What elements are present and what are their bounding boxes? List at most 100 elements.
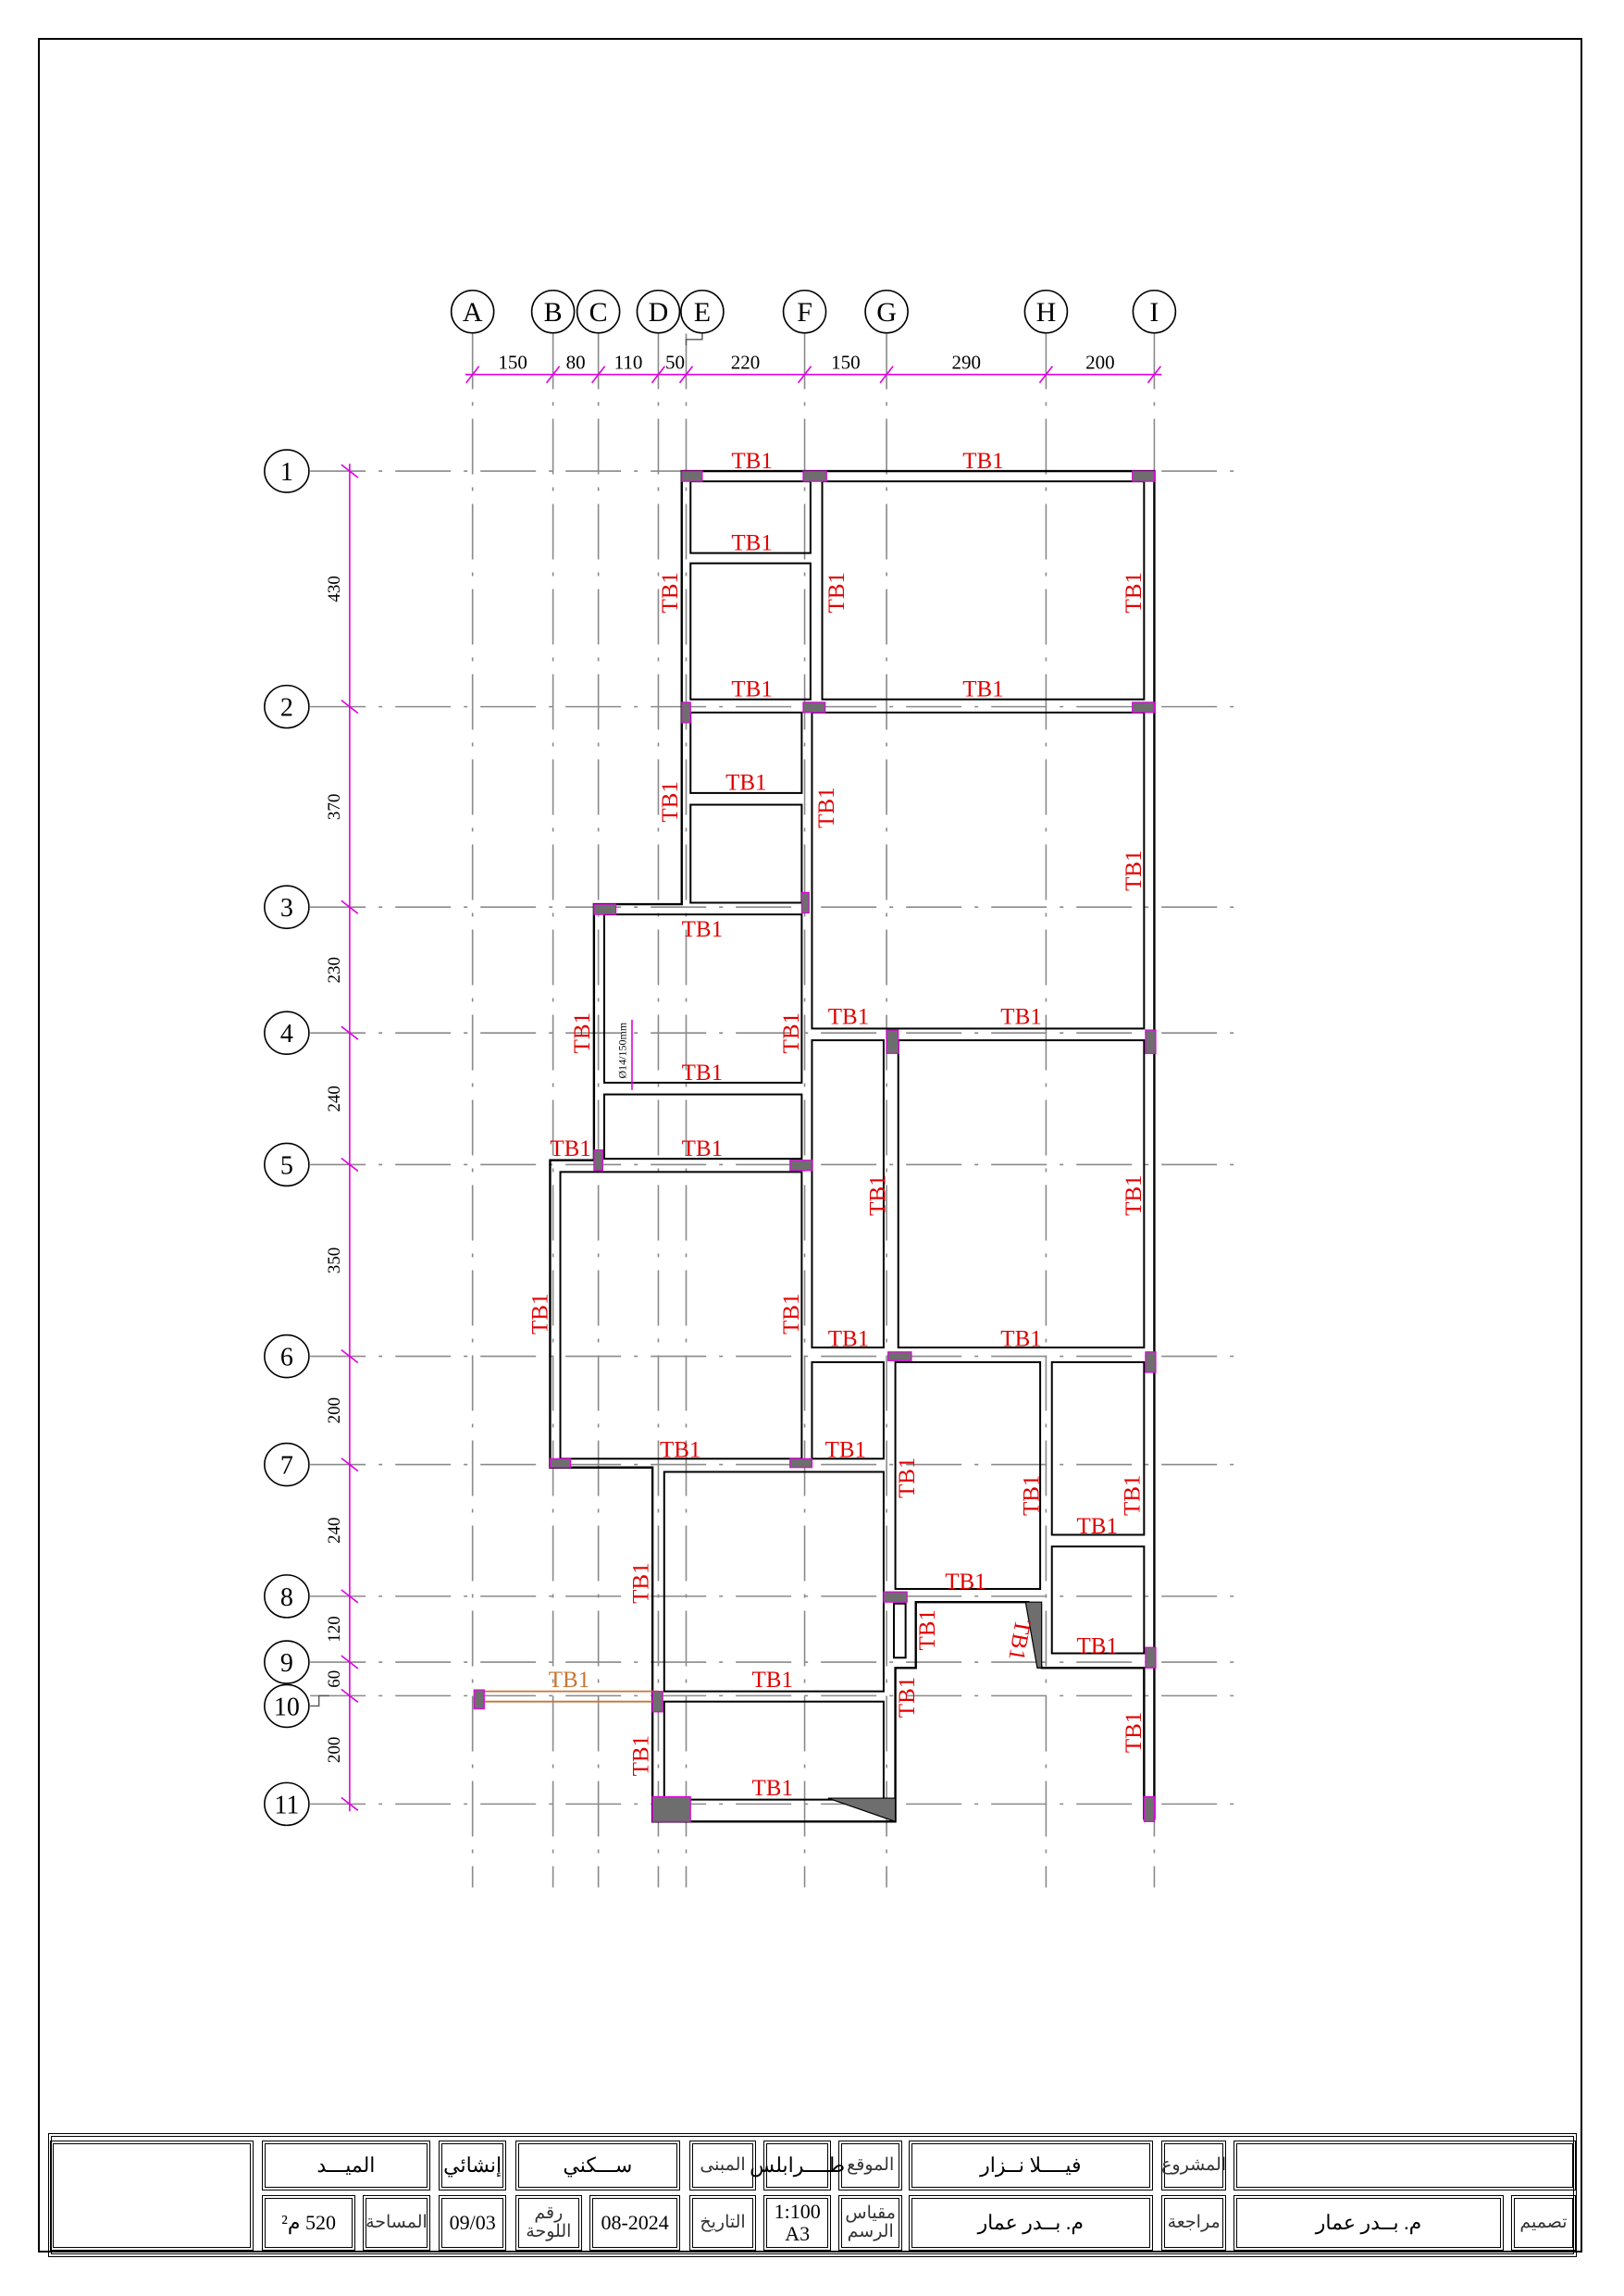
beam-label: TB1 (895, 1458, 920, 1498)
review-label: مراجعة (1161, 2194, 1226, 2251)
dimension-tick (341, 1348, 359, 1364)
discipline-value: إنشائي (439, 2141, 507, 2191)
cantilever-beam-label: TB1 (549, 1668, 589, 1693)
bubble-leader (310, 1694, 329, 1707)
dimension-tick (341, 900, 359, 914)
scale-value: 1:100 A3 (763, 2194, 831, 2251)
column (886, 1029, 899, 1054)
grid-bubble-5 (264, 1142, 310, 1187)
grid-bubble-8 (264, 1574, 310, 1619)
grid-bubble-3 (264, 885, 310, 930)
grid-label: I (1149, 297, 1159, 328)
dimension-tick (341, 699, 359, 714)
grid-bubble-I (1132, 289, 1177, 334)
beam-label: TB1 (550, 1136, 590, 1161)
beam-label: TB1 (866, 1174, 891, 1215)
building-value: ســـكني (514, 2141, 681, 2191)
column (1145, 1646, 1157, 1669)
grid-bubble-7 (264, 1442, 310, 1487)
column-slanted (1024, 1601, 1043, 1669)
beam-label: TB1 (945, 1570, 986, 1595)
dimension-tick (341, 1157, 359, 1173)
grid-label: 6 (280, 1344, 293, 1372)
beam-label: TB1 (1122, 850, 1147, 890)
grid-label: E (694, 297, 711, 328)
slab-panel (663, 1471, 885, 1693)
column-slanted (827, 1797, 897, 1823)
beam-label: TB1 (814, 787, 839, 827)
grid-label: 5 (280, 1151, 293, 1180)
beam-label: TB1 (658, 781, 683, 822)
column (789, 1458, 813, 1469)
beam-label: TB1 (825, 1438, 866, 1463)
dimension-label: 220 (731, 351, 761, 373)
beam-label: TB1 (915, 1609, 940, 1650)
dimension-tick (545, 366, 561, 384)
beam-label: TB1 (731, 677, 772, 702)
beam-label: TB1 (628, 1562, 653, 1603)
column (593, 1149, 603, 1172)
dimension-label: 150 (831, 351, 861, 373)
grid-label: F (797, 297, 812, 328)
grid-label: 4 (280, 1020, 293, 1049)
beam-label: TB1 (1020, 1475, 1045, 1516)
grid-label: 7 (280, 1452, 293, 1481)
beam-label: TB1 (779, 1294, 804, 1334)
beam-label: TB1 (1077, 1514, 1118, 1539)
building-label: المبنى (688, 2141, 757, 2191)
beam-label: TB1 (828, 1005, 869, 1030)
dimension-label: 350 (325, 1247, 344, 1274)
column (651, 1795, 691, 1822)
slab-panel (821, 480, 1146, 701)
beam-label: TB1 (660, 1438, 700, 1463)
slab-panel (689, 562, 812, 701)
paper-value: A3 (785, 2221, 811, 2245)
grid-label: H (1036, 297, 1057, 328)
dimension-label: 200 (1085, 351, 1115, 373)
column (1145, 1351, 1157, 1373)
beam-label: TB1 (779, 1012, 804, 1053)
dimension-label: 200 (325, 1397, 344, 1424)
sheet-number-value: 09/03 (439, 2194, 507, 2251)
dimension-label: 200 (325, 1737, 344, 1764)
beam-label: TB1 (682, 1061, 723, 1086)
project-label: المشروع (1161, 2141, 1226, 2191)
beam-label: TB1 (682, 917, 723, 942)
beam-label: TB1 (1122, 1712, 1147, 1753)
slab-panel (689, 711, 803, 794)
logo-cell (49, 2141, 254, 2251)
grid-label: C (589, 297, 608, 328)
grid-label: 3 (280, 894, 293, 923)
column (549, 1458, 572, 1469)
column (473, 1689, 485, 1710)
design-label: تصميم (1511, 2194, 1576, 2251)
grid-bubble-G (864, 289, 909, 334)
grid-bubble-A (450, 289, 495, 334)
slab-panel (811, 711, 1146, 1030)
dimension-label: 50 (665, 351, 685, 373)
slab-panel (897, 1039, 1146, 1349)
beam-label: TB1 (752, 1776, 793, 1801)
grid-label: 9 (280, 1649, 293, 1678)
column (681, 701, 691, 724)
beam-label: TB1 (1003, 1618, 1035, 1662)
beam-label: TB1 (570, 1012, 595, 1053)
slab-panel (894, 1360, 1042, 1590)
column (1132, 470, 1156, 482)
dimension-tick (465, 366, 480, 384)
sheet-number-label: رقم اللوحة (514, 2194, 583, 2251)
grid-label: B (544, 297, 563, 328)
dimension-label: 430 (325, 576, 344, 602)
grid-bubble-9 (264, 1640, 310, 1684)
dimension-tick (341, 1589, 359, 1604)
slab-panel (1050, 1360, 1146, 1536)
column (789, 1160, 813, 1172)
dimension-tick (879, 366, 894, 384)
beam-label: TB1 (725, 771, 766, 796)
dimension-tick (1147, 366, 1162, 384)
column (1145, 1029, 1157, 1054)
beam-label: TB1 (1000, 1005, 1041, 1030)
beam-label: TB1 (1122, 572, 1147, 613)
dimension-tick (341, 1688, 359, 1704)
